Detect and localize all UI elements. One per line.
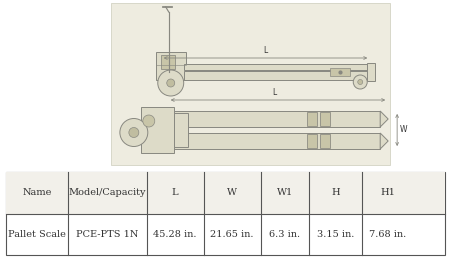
Bar bbox=[141, 107, 174, 153]
Text: Name: Name bbox=[22, 188, 52, 197]
Bar bbox=[307, 134, 317, 148]
Bar bbox=[174, 113, 188, 147]
Text: 45.28 in.: 45.28 in. bbox=[153, 230, 197, 239]
Bar bbox=[367, 63, 375, 81]
Text: 3.15 in.: 3.15 in. bbox=[317, 230, 354, 239]
Bar bbox=[161, 55, 175, 69]
Bar bbox=[6, 172, 445, 213]
Bar bbox=[6, 172, 445, 255]
Text: L: L bbox=[263, 46, 268, 55]
Text: 6.3 in.: 6.3 in. bbox=[269, 230, 301, 239]
Text: W: W bbox=[227, 188, 237, 197]
Text: Pallet Scale: Pallet Scale bbox=[8, 230, 66, 239]
Bar bbox=[184, 71, 370, 80]
Bar bbox=[156, 52, 186, 80]
Bar bbox=[184, 64, 370, 70]
Bar bbox=[320, 134, 330, 148]
Text: L: L bbox=[172, 188, 179, 197]
Circle shape bbox=[120, 118, 148, 146]
Text: W: W bbox=[400, 126, 408, 134]
Polygon shape bbox=[380, 111, 388, 127]
Bar bbox=[307, 112, 317, 126]
Text: PCE-PTS 1N: PCE-PTS 1N bbox=[76, 230, 138, 239]
Circle shape bbox=[167, 79, 175, 87]
Text: 21.65 in.: 21.65 in. bbox=[211, 230, 254, 239]
Polygon shape bbox=[380, 133, 388, 149]
Circle shape bbox=[158, 70, 184, 96]
Circle shape bbox=[358, 80, 363, 85]
Circle shape bbox=[143, 115, 155, 127]
Text: L: L bbox=[272, 88, 276, 97]
Text: H: H bbox=[331, 188, 340, 197]
Text: W1: W1 bbox=[277, 188, 293, 197]
Bar bbox=[111, 3, 390, 165]
Bar bbox=[168, 111, 380, 127]
Bar bbox=[168, 133, 380, 149]
Bar bbox=[320, 112, 330, 126]
Circle shape bbox=[129, 128, 139, 138]
Text: H1: H1 bbox=[381, 188, 396, 197]
Text: 7.68 in.: 7.68 in. bbox=[369, 230, 407, 239]
Text: Model/Capacity: Model/Capacity bbox=[68, 188, 146, 197]
Bar bbox=[330, 68, 350, 76]
Circle shape bbox=[353, 75, 367, 89]
